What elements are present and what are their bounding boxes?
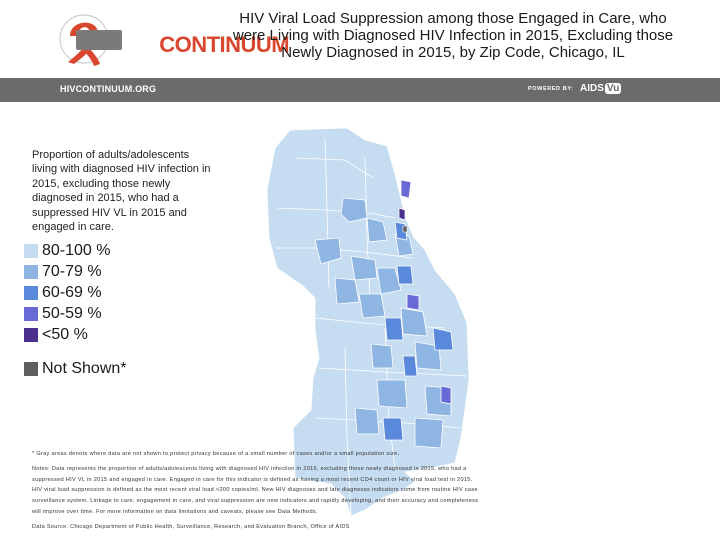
chicago-zip-map[interactable]	[255, 118, 475, 538]
zip-zone	[400, 307, 428, 337]
zip-zone	[396, 265, 414, 285]
zip-zone	[382, 417, 404, 441]
legend-swatch	[24, 286, 38, 300]
legend-item-below-50: <50 %	[24, 325, 164, 345]
zip-zone	[400, 179, 412, 199]
zones-60-69	[382, 221, 454, 441]
zip-zone	[402, 355, 418, 377]
legend-description: Proportion of adults/adolescents living …	[32, 149, 211, 234]
zones-below-50	[398, 207, 406, 221]
zones-70-79	[314, 197, 452, 449]
site-link[interactable]: HIVCONTINUUM.ORG	[60, 84, 157, 94]
legend-item-60-69: 60-69 %	[24, 283, 164, 303]
zip-zone	[314, 237, 342, 265]
zip-zone	[384, 317, 404, 341]
banner-bar: HIVCONTINUUM.ORG POWERED BY: AIDS Vu	[0, 78, 720, 102]
data-source: Data Source: Chicago Department of Publi…	[32, 523, 350, 530]
zip-zone	[376, 267, 402, 295]
hiv-continuum-logo[interactable]: HIVCONTINUUM	[52, 8, 290, 70]
zip-zone	[370, 343, 394, 369]
zip-zone	[432, 327, 454, 351]
zip-zone	[334, 277, 360, 305]
zip-zone	[414, 341, 442, 371]
methods-note: Notes: Data represents the proportion of…	[32, 465, 479, 515]
powered-by-label: POWERED BY:	[528, 86, 574, 92]
logo-wordmark: HIVCONTINUUM	[124, 32, 290, 57]
legend-swatch	[24, 328, 38, 342]
legend-swatch	[24, 265, 38, 279]
zones-50-59	[400, 179, 452, 405]
legend-item-50-59: 50-59 %	[24, 304, 164, 324]
zip-zone	[398, 207, 406, 221]
zip-zone	[406, 293, 420, 311]
zip-code-choropleth	[266, 127, 470, 517]
legend-item-not-shown: Not Shown*	[24, 359, 164, 379]
zip-zone	[414, 417, 444, 449]
zip-zone	[402, 225, 408, 233]
legend-swatch	[24, 307, 38, 321]
legend-swatch	[24, 362, 38, 376]
legend-item-70-79: 70-79 %	[24, 262, 164, 282]
zip-zone	[376, 379, 408, 409]
zip-zone	[340, 197, 368, 223]
privacy-footnote: * Gray areas denote where data are not s…	[32, 451, 400, 457]
aidsvu-logo[interactable]: AIDS Vu	[580, 83, 622, 94]
ribbon-logo-icon	[59, 14, 122, 66]
legend-swatch	[24, 244, 38, 258]
zip-zone	[366, 217, 388, 243]
page-title: HIV Viral Load Suppression among those E…	[232, 10, 674, 61]
legend-item-80-100: 80-100 %	[24, 241, 164, 261]
header: HIVCONTINUUM HIV Viral Load Suppression …	[0, 0, 720, 78]
zip-zone	[350, 255, 378, 281]
zip-zone	[440, 385, 452, 405]
map-notes: * Gray areas denote where data are not s…	[32, 449, 482, 533]
zip-zone	[354, 407, 380, 435]
zip-zone	[358, 293, 386, 319]
zones-not-shown	[402, 225, 408, 233]
